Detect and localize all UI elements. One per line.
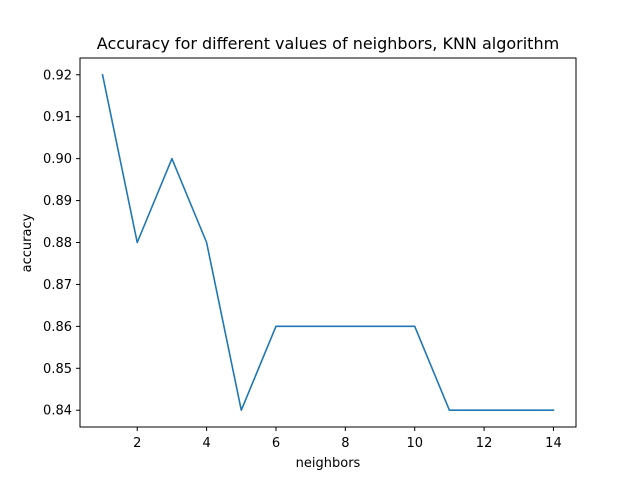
y-axis-label: accuracy — [20, 213, 35, 272]
y-tick-label: 0.88 — [43, 236, 72, 251]
y-tick-label: 0.92 — [43, 68, 72, 83]
series-layer — [101, 73, 555, 412]
y-tick-label: 0.90 — [43, 152, 72, 167]
y-tick-label: 0.86 — [43, 320, 72, 335]
x-tick-label: 6 — [272, 436, 280, 451]
x-tick-label: 4 — [202, 436, 210, 451]
x-tick-label: 12 — [476, 436, 493, 451]
chart-title: Accuracy for different values of neighbo… — [97, 34, 559, 53]
x-axis-label: neighbors — [296, 456, 361, 471]
x-tick-label: 8 — [341, 436, 349, 451]
series-line — [101, 73, 555, 412]
y-tick-label: 0.91 — [43, 110, 72, 125]
plot-frame — [79, 57, 577, 428]
y-tick-label: 0.84 — [43, 404, 72, 419]
y-tick-label: 0.87 — [43, 278, 72, 293]
x-tick-label: 10 — [406, 436, 423, 451]
x-tick-label: 2 — [133, 436, 141, 451]
x-axis: 2 4 6 8 10 12 14 — [133, 427, 562, 451]
y-tick-label: 0.89 — [43, 194, 72, 209]
y-axis: 0.84 0.85 0.86 0.87 0.88 0.89 0.90 0.91 0.92 — [43, 68, 80, 419]
y-tick-label: 0.85 — [43, 362, 72, 377]
x-tick-label: 14 — [545, 436, 562, 451]
